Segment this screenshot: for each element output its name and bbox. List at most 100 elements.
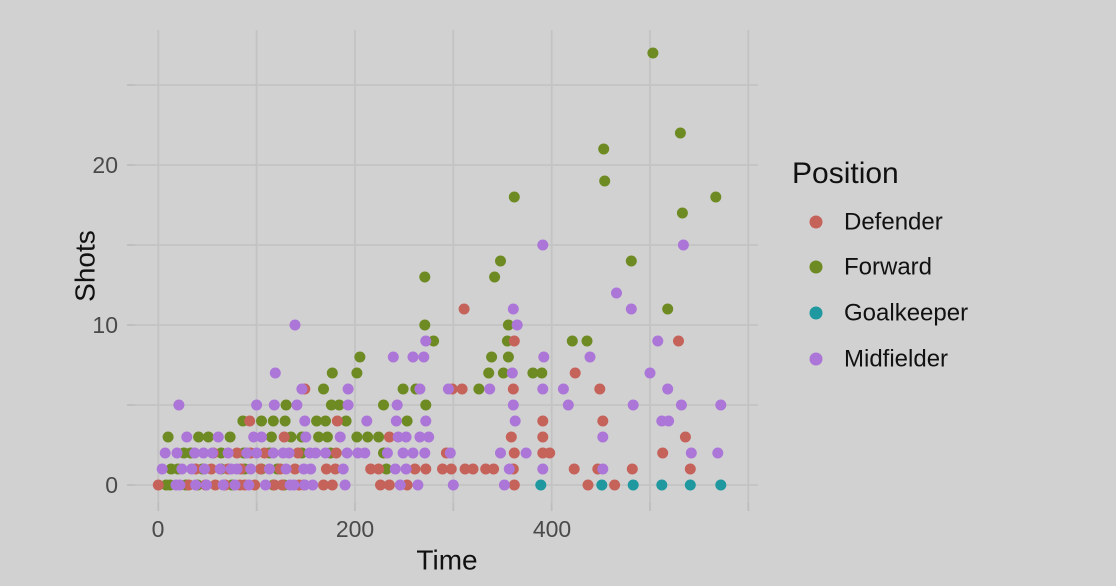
data-point-forward (508, 191, 520, 203)
data-point-midfielder (217, 479, 229, 491)
data-point-forward (318, 383, 329, 395)
data-point-defender (458, 303, 470, 315)
data-point-forward (647, 47, 659, 59)
legend-swatch-defender-icon (809, 215, 823, 229)
data-point-midfielder (359, 447, 371, 459)
data-point-midfielder (597, 463, 609, 475)
data-point-forward (325, 399, 337, 411)
data-point-forward (502, 351, 514, 363)
data-point-midfielder (407, 447, 419, 459)
data-point-midfielder (176, 463, 188, 475)
data-point-midfielder (391, 399, 403, 411)
data-point-midfielder (381, 447, 393, 459)
data-point-defender (480, 463, 492, 475)
data-point-midfielder (267, 447, 279, 459)
data-point-midfielder (189, 447, 201, 459)
data-point-midfielder (394, 479, 406, 491)
y-axis-tick-label: 20 (92, 152, 118, 178)
data-point-defender (684, 463, 696, 475)
legend-label-goalkeeper: Goalkeeper (844, 300, 968, 327)
y-axis-title: Shots (70, 230, 101, 302)
data-point-midfielder (414, 431, 426, 443)
data-point-midfielder (495, 447, 506, 459)
data-point-defender (278, 431, 290, 443)
data-point-forward (224, 431, 236, 443)
data-point-midfielder (562, 399, 574, 411)
data-point-forward (489, 271, 501, 283)
data-point-defender (508, 447, 520, 459)
data-point-midfielder (248, 431, 260, 443)
data-point-forward (420, 399, 432, 411)
data-point-midfielder (341, 447, 353, 459)
data-point-defender (467, 463, 479, 475)
data-point-forward (280, 399, 292, 411)
data-point-midfielder (283, 447, 295, 459)
data-point-midfielder (339, 479, 351, 491)
data-point-defender (259, 447, 270, 459)
data-point-forward (340, 415, 352, 427)
data-point-midfielder (419, 447, 431, 459)
data-point-defender (569, 367, 581, 379)
data-point-forward (674, 127, 686, 139)
data-point-defender (329, 463, 341, 475)
data-point-defender (420, 463, 432, 475)
data-point-forward (311, 415, 323, 427)
data-point-midfielder (537, 463, 549, 475)
legend-label-defender: Defender (844, 209, 943, 236)
data-point-defender (365, 463, 377, 475)
legend-title: Position (792, 157, 899, 190)
data-point-midfielder (503, 463, 515, 475)
data-point-forward (373, 431, 385, 443)
data-point-midfielder (498, 479, 510, 491)
data-point-forward (536, 367, 548, 379)
data-point-forward (497, 367, 509, 379)
data-point-forward (598, 143, 610, 155)
data-point-forward (362, 431, 374, 443)
legend-swatch-goalkeeper-icon (809, 306, 823, 320)
data-point-defender (508, 479, 520, 491)
data-point-midfielder (320, 447, 331, 459)
data-point-midfielder (389, 463, 401, 475)
data-point-midfielder (190, 479, 202, 491)
data-point-midfielder (186, 463, 198, 475)
data-point-midfielder (442, 383, 454, 395)
data-point-forward (380, 463, 392, 475)
data-point-forward (473, 383, 485, 395)
data-point-defender (537, 415, 549, 427)
data-point-midfielder (334, 431, 346, 443)
data-point-forward (486, 351, 498, 363)
data-point-midfielder (447, 479, 459, 491)
data-point-midfielder (342, 399, 354, 411)
data-point-forward (265, 431, 277, 443)
data-point-forward (662, 303, 674, 315)
data-point-defender (459, 463, 471, 475)
data-point-defender (244, 415, 256, 427)
data-point-forward (313, 431, 325, 443)
data-point-midfielder (243, 479, 255, 491)
data-point-forward (483, 367, 495, 379)
data-point-midfielder (511, 319, 523, 331)
x-axis-title: Time (416, 545, 477, 576)
data-point-defender (609, 479, 621, 491)
data-point-midfielder (423, 431, 435, 443)
data-point-midfielder (199, 463, 210, 475)
data-point-midfielder (171, 447, 183, 459)
data-point-midfielder (201, 479, 212, 491)
data-point-midfielder (268, 399, 280, 411)
data-point-midfielder (299, 415, 311, 427)
data-point-midfielder (627, 399, 639, 411)
data-point-midfielder (241, 447, 253, 459)
data-point-midfielder (231, 463, 243, 475)
data-point-midfielder (159, 447, 171, 459)
data-point-midfielder (392, 431, 404, 443)
data-point-forward (202, 431, 214, 443)
data-point-midfielder (507, 303, 519, 315)
data-point-midfielder (296, 383, 308, 395)
data-point-goalkeeper (535, 479, 547, 491)
data-point-midfielder (509, 415, 521, 427)
data-point-midfielder (390, 415, 402, 427)
data-point-defender (383, 479, 395, 491)
data-point-midfielder (712, 447, 724, 459)
data-point-forward (419, 319, 431, 331)
data-point-defender (488, 463, 500, 475)
